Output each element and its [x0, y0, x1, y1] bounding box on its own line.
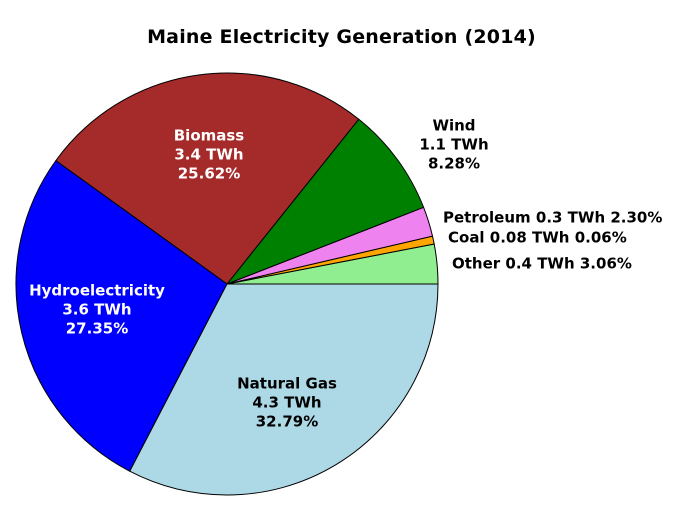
pie-slice-natural-gas — [129, 283, 439, 496]
slice-label-line: 4.3 TWh — [252, 393, 322, 412]
pie-slice-hydroelectricity — [15, 160, 228, 472]
slice-label-line: 25.62% — [177, 164, 241, 183]
pie-slice-wind — [226, 118, 425, 285]
slice-label-line: Petroleum 0.3 TWh 2.30% — [443, 208, 663, 227]
slice-label-line: 3.6 TWh — [62, 300, 132, 319]
slice-label-line: 8.28% — [427, 154, 481, 173]
slice-label-line: Hydroelectricity — [29, 281, 165, 300]
slice-label-biomass: Biomass 3.4 TWh 25.62% — [174, 127, 245, 184]
slice-label-hydroelectricity: Hydroelectricity 3.6 TWh 27.35% — [29, 282, 165, 339]
slice-label-line: Coal 0.08 TWh 0.06% — [448, 228, 627, 247]
slice-label-line: 32.79% — [255, 412, 319, 431]
chart-title: Maine Electricity Generation (2014) — [147, 26, 536, 48]
slice-label-line: 3.4 TWh — [174, 145, 244, 164]
slice-label-coal: Coal 0.08 TWh 0.06% — [448, 229, 627, 248]
pie-slice-biomass — [55, 72, 360, 285]
slice-label-wind: Wind 1.1 TWh 8.28% — [419, 117, 488, 174]
slice-label-petroleum: Petroleum 0.3 TWh 2.30% — [443, 209, 662, 228]
slice-label-line: 1.1 TWh — [419, 135, 489, 154]
slice-label-line: Wind — [432, 116, 476, 135]
slice-label-line: Biomass — [173, 126, 245, 145]
slice-label-line: Natural Gas — [237, 374, 337, 393]
slice-label-line: Other 0.4 TWh 3.06% — [452, 254, 632, 273]
slice-label-line: 27.35% — [65, 319, 129, 338]
slice-label-natural-gas: Natural Gas 4.3 TWh 32.79% — [237, 375, 337, 432]
slice-label-other: Other 0.4 TWh 3.06% — [452, 255, 632, 274]
